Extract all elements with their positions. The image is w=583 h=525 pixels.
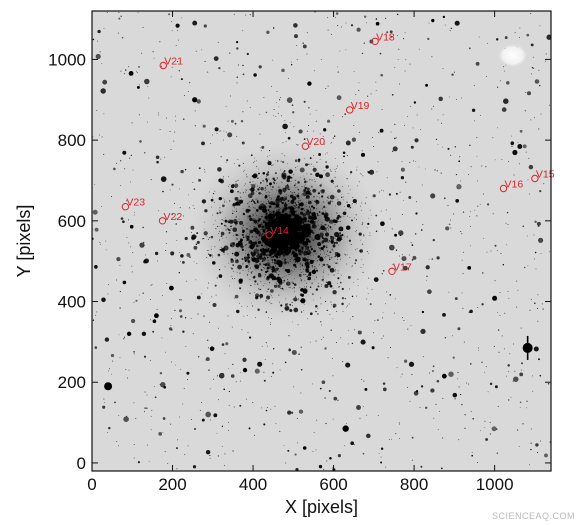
variable-star-marker (346, 106, 354, 114)
variable-star-label: V21 (164, 56, 183, 68)
y-tick-label: 600 (58, 212, 86, 231)
variable-star-marker (531, 174, 539, 183)
x-tick-label: 1000 (476, 475, 514, 494)
x-axis-ticks: 0 200 400 600 800 1000 (87, 11, 514, 494)
y-tick-label: 1000 (48, 50, 86, 69)
variable-star-marker (371, 37, 379, 45)
variable-star-marker (158, 217, 167, 225)
x-tick-label: 600 (319, 475, 347, 494)
y-tick-label: 0 (77, 454, 86, 473)
variable-star-marker (121, 203, 130, 211)
y-axis-title: Y [pixels] (14, 205, 34, 278)
variable-star-label: V23 (126, 197, 145, 209)
x-axis-title: X [pixels] (285, 497, 358, 517)
y-tick-label: 800 (58, 131, 86, 150)
variable-star-label: V14 (270, 225, 289, 237)
variable-star-label: V15 (536, 169, 555, 181)
y-tick-label: 200 (58, 373, 86, 392)
y-axis-ticks: 0 200 400 600 800 1000 (48, 50, 551, 473)
variable-star-label: V22 (164, 211, 183, 223)
variable-star-marker (301, 142, 310, 150)
y-tick-label: 400 (58, 293, 86, 312)
x-tick-label: 0 (87, 475, 96, 494)
x-tick-label: 800 (400, 475, 428, 494)
x-tick-label: 200 (158, 475, 186, 494)
variable-star-label: V18 (376, 31, 395, 43)
variable-star-label: V20 (306, 136, 325, 148)
variable-star-label: V17 (393, 261, 412, 273)
x-tick-label: 400 (239, 475, 267, 494)
variable-star-label: V16 (505, 179, 524, 191)
watermark: SCIENCEAQ.COM (491, 511, 575, 521)
variable-star-marker (265, 231, 273, 239)
variable-star-marker (388, 267, 396, 275)
variable-star-label: V19 (351, 100, 370, 112)
star-field-image (92, 11, 551, 471)
variable-star-markers: V14 V15 V16 V17 V18 V19 V20 V21 V22 V23 (121, 31, 555, 275)
plot-frame (91, 10, 552, 472)
variable-star-marker (159, 61, 168, 70)
variable-star-marker (499, 184, 508, 193)
